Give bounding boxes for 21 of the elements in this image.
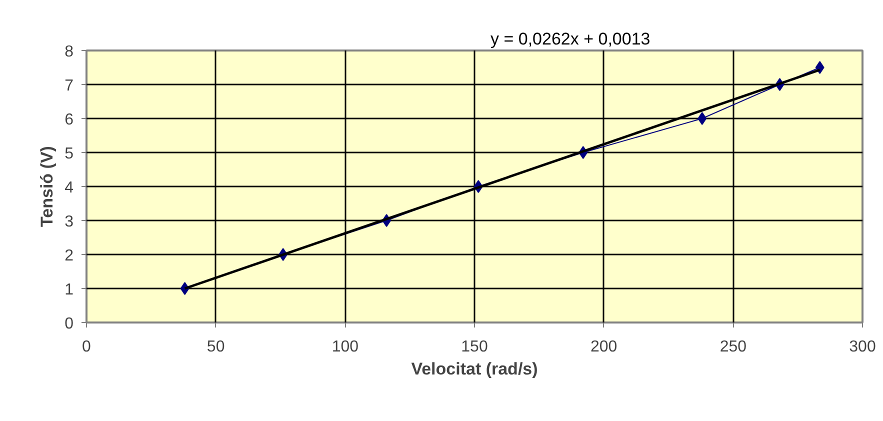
x-axis-title: Velocitat (rad/s) xyxy=(411,360,538,378)
x-tick-label: 50 xyxy=(206,338,225,356)
text: y = 0,0262x + 0,0013 xyxy=(490,30,650,48)
x-tick-label: 150 xyxy=(461,338,488,356)
x-tick-label: 100 xyxy=(332,338,359,356)
point xyxy=(698,112,707,125)
y-tick-label: 8 xyxy=(64,44,74,60)
y-tick-label: 7 xyxy=(64,78,74,94)
y-tick-label: 6 xyxy=(64,112,74,128)
y-axis-title: Tensió (V) xyxy=(38,146,57,227)
x-tick-label: 200 xyxy=(590,338,618,356)
y-tick-label: 3 xyxy=(64,214,74,230)
x-tick-label: 300 xyxy=(849,338,876,356)
point xyxy=(815,61,824,74)
y-tick-label: 2 xyxy=(64,248,74,264)
y-tick-label: 5 xyxy=(64,146,74,162)
y-tick-label: 4 xyxy=(64,180,74,196)
y-tick-label: 1 xyxy=(64,282,74,298)
y-tick-label: 0 xyxy=(64,316,74,332)
x-tick-label: 250 xyxy=(720,338,747,356)
x-tick-label: 0 xyxy=(82,338,92,356)
